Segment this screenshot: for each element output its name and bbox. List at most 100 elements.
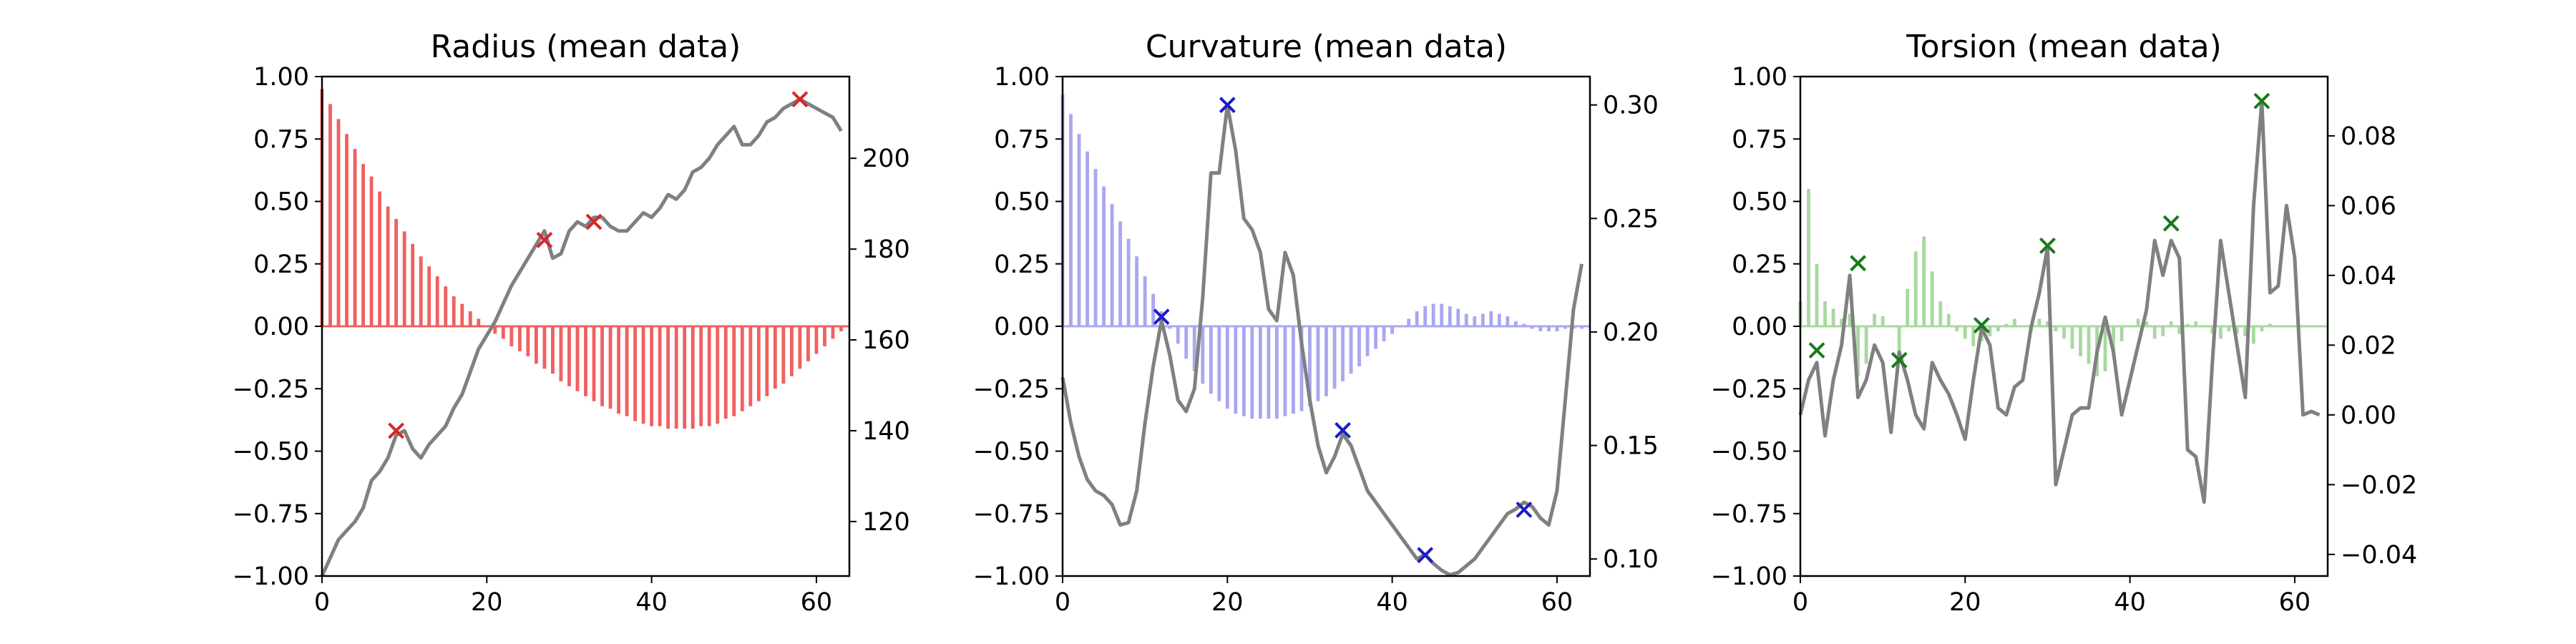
bar	[2004, 323, 2009, 326]
marker-x	[1973, 317, 1990, 333]
bar	[1349, 326, 1353, 374]
chart-panel-1: Curvature (mean data) 0 20 40 60 1.00 0.75 0.50…	[973, 29, 1659, 617]
bar	[1880, 316, 1885, 326]
bar	[336, 119, 341, 326]
bar	[1938, 301, 1943, 326]
bar	[1085, 151, 1089, 326]
bar	[2136, 318, 2140, 326]
y-right-tick-label: 180	[862, 235, 910, 264]
x-tick-label: 20	[1211, 588, 1244, 617]
bar	[2218, 326, 2223, 339]
bar	[2260, 326, 2264, 331]
bar	[1538, 326, 1543, 331]
x-tick-label: 40	[635, 588, 668, 617]
y-left-tick-label: 0.50	[1732, 188, 1787, 217]
marker-stroke	[1153, 308, 1170, 326]
bar	[584, 326, 587, 396]
bar	[740, 326, 744, 411]
bar	[1374, 326, 1378, 349]
bar	[534, 326, 538, 364]
bar	[723, 326, 728, 419]
bar	[600, 326, 604, 406]
x-tick-label: 40	[2114, 588, 2146, 617]
marker-x	[1516, 501, 1533, 518]
marker-stroke	[388, 422, 405, 439]
y-left-tick-label: 0.25	[253, 250, 309, 279]
bar	[1143, 276, 1147, 326]
bar	[542, 326, 547, 369]
bar	[1357, 326, 1361, 366]
bar	[1431, 303, 1435, 326]
y-right-tick-label: 0.02	[2341, 331, 2396, 360]
bar	[1415, 311, 1419, 326]
bar	[707, 326, 711, 426]
bar	[1530, 326, 1534, 329]
bar	[2194, 321, 2198, 326]
marker-stroke	[1890, 351, 1908, 369]
bar	[658, 326, 662, 426]
bar	[2169, 321, 2173, 326]
bar	[831, 326, 835, 339]
bar	[1563, 326, 1567, 329]
bar	[2177, 326, 2182, 334]
bar	[1456, 308, 1460, 326]
bar	[1176, 326, 1180, 344]
y-right-tick-label: 0.10	[1603, 545, 1659, 574]
y-left-tick-label: −1.00	[1711, 562, 1787, 591]
y-left-tick-label: −0.75	[973, 500, 1050, 529]
bar	[1250, 326, 1254, 419]
bar	[1856, 326, 1860, 376]
bar	[1267, 326, 1271, 419]
y-right-tick-label: 160	[862, 326, 910, 355]
y-left-tick-label: 0.50	[994, 188, 1050, 217]
bar	[1448, 306, 1452, 326]
bar	[1489, 311, 1493, 326]
bar	[394, 218, 399, 326]
marker-x	[536, 232, 553, 248]
y-left-tick-label: −1.00	[233, 562, 309, 591]
y-right-tick-label: 140	[862, 417, 910, 446]
marker-x	[388, 422, 405, 439]
bar	[798, 326, 802, 369]
bar	[1988, 326, 1992, 336]
marker-stroke	[1335, 421, 1351, 439]
bar	[517, 326, 522, 351]
y-left-tick-label: 0.00	[994, 313, 1050, 341]
marker-stroke	[1850, 255, 1867, 272]
bar	[1497, 313, 1501, 326]
chart-title: Radius (mean data)	[431, 29, 741, 65]
bar	[641, 326, 645, 424]
bar	[501, 326, 505, 339]
bar	[1365, 326, 1370, 356]
bar	[1069, 114, 1073, 326]
bar	[1955, 326, 1959, 331]
bar	[1118, 221, 1123, 326]
bar	[1506, 316, 1510, 326]
bar	[345, 134, 348, 326]
y-left-tick-label: 1.00	[1732, 63, 1787, 92]
chart-panel-0: Radius (mean data) 0 20 40 60 1.00 0.75 0.50 0.2…	[233, 29, 910, 617]
bar	[1513, 321, 1518, 326]
bar	[2161, 326, 2165, 336]
x-tick-label: 0	[1792, 588, 1808, 617]
bar	[1308, 326, 1312, 406]
marker-x	[1808, 342, 1825, 359]
bar	[1831, 308, 1835, 326]
x-tick-label: 0	[314, 588, 330, 617]
y-left-tick-label: −0.25	[973, 375, 1050, 404]
bar	[2227, 326, 2231, 331]
y-left-tick-label: −0.25	[233, 375, 309, 404]
bar	[683, 326, 687, 429]
line-series	[1060, 103, 1584, 577]
bar	[2054, 326, 2058, 331]
bar	[1996, 326, 2000, 331]
bar	[1135, 256, 1139, 326]
bar	[765, 326, 769, 396]
bar	[509, 326, 514, 346]
bar	[1971, 326, 1976, 346]
bar	[1864, 326, 1868, 364]
bar	[361, 164, 365, 326]
bar	[559, 326, 563, 381]
x-tick-label: 60	[801, 588, 833, 617]
y-right-tick-label: 0.04	[2341, 262, 2396, 291]
